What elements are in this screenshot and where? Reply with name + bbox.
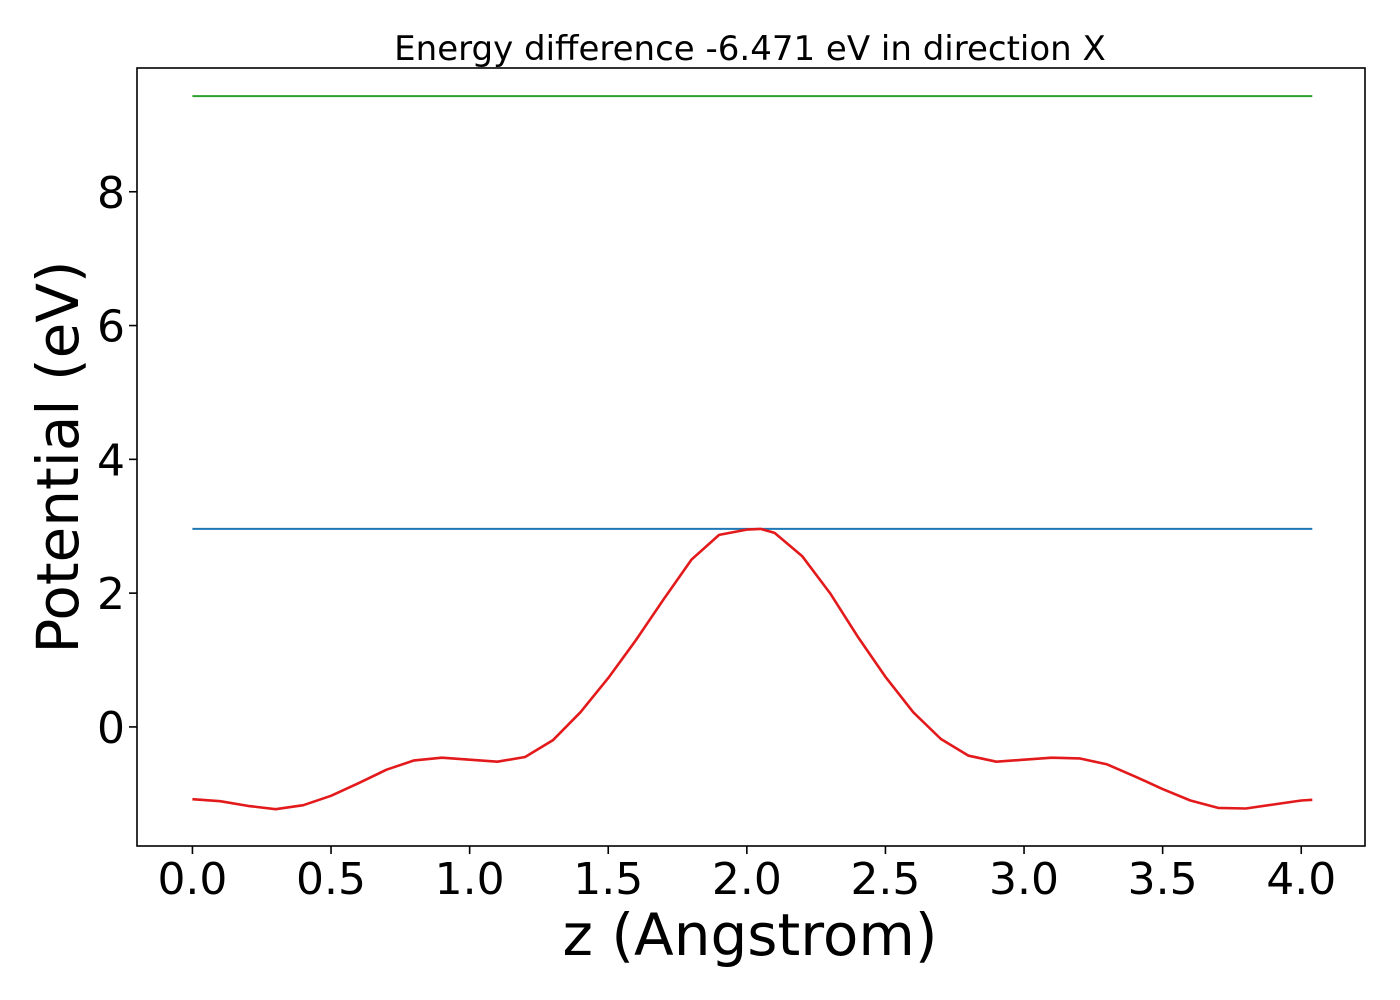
x-axis-ticks: 0.0 0.5 1.0 1.5 2.0 2.5 3.0 3.5 4.0	[157, 846, 1336, 905]
y-tick-label: 4	[97, 435, 125, 486]
y-axis-ticks: 0 2 4 6 8	[97, 168, 137, 754]
plot-lines	[192, 95, 1313, 811]
x-tick-label: 0.0	[157, 854, 227, 905]
x-axis-label: z (Angstrom)	[563, 901, 938, 969]
y-tick-label: 2	[97, 569, 125, 620]
series-line-potential	[192, 527, 1313, 811]
chart-title: Energy difference -6.471 eV in direction…	[394, 29, 1106, 69]
x-tick-label: 4.0	[1266, 854, 1336, 905]
y-tick-label: 8	[97, 168, 125, 219]
x-tick-label: 3.0	[989, 854, 1059, 905]
y-axis-label: Potential (eV)	[24, 260, 92, 653]
x-tick-label: 1.0	[435, 854, 505, 905]
y-tick-label: 6	[97, 302, 125, 353]
x-tick-label: 1.5	[573, 854, 643, 905]
x-tick-label: 2.5	[850, 854, 920, 905]
x-tick-label: 2.0	[712, 854, 782, 905]
x-tick-label: 0.5	[296, 854, 366, 905]
x-tick-label: 3.5	[1128, 854, 1198, 905]
plot-frame	[136, 67, 1366, 847]
y-tick-label: 0	[97, 703, 125, 754]
